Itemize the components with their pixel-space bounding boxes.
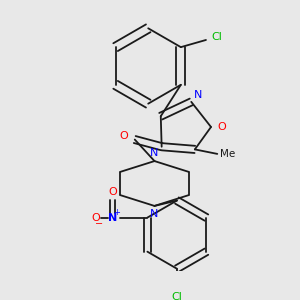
Text: N: N xyxy=(194,90,202,100)
Text: N: N xyxy=(108,213,117,223)
Text: O: O xyxy=(218,122,226,132)
Text: N: N xyxy=(150,148,159,158)
Text: N: N xyxy=(150,209,159,219)
Text: O: O xyxy=(108,187,117,196)
Text: O: O xyxy=(120,131,128,141)
Text: Cl: Cl xyxy=(172,292,182,300)
Text: −: − xyxy=(95,219,103,229)
Text: +: + xyxy=(113,208,120,217)
Text: Me: Me xyxy=(220,149,236,159)
Text: Cl: Cl xyxy=(211,32,222,42)
Text: O: O xyxy=(91,213,100,223)
